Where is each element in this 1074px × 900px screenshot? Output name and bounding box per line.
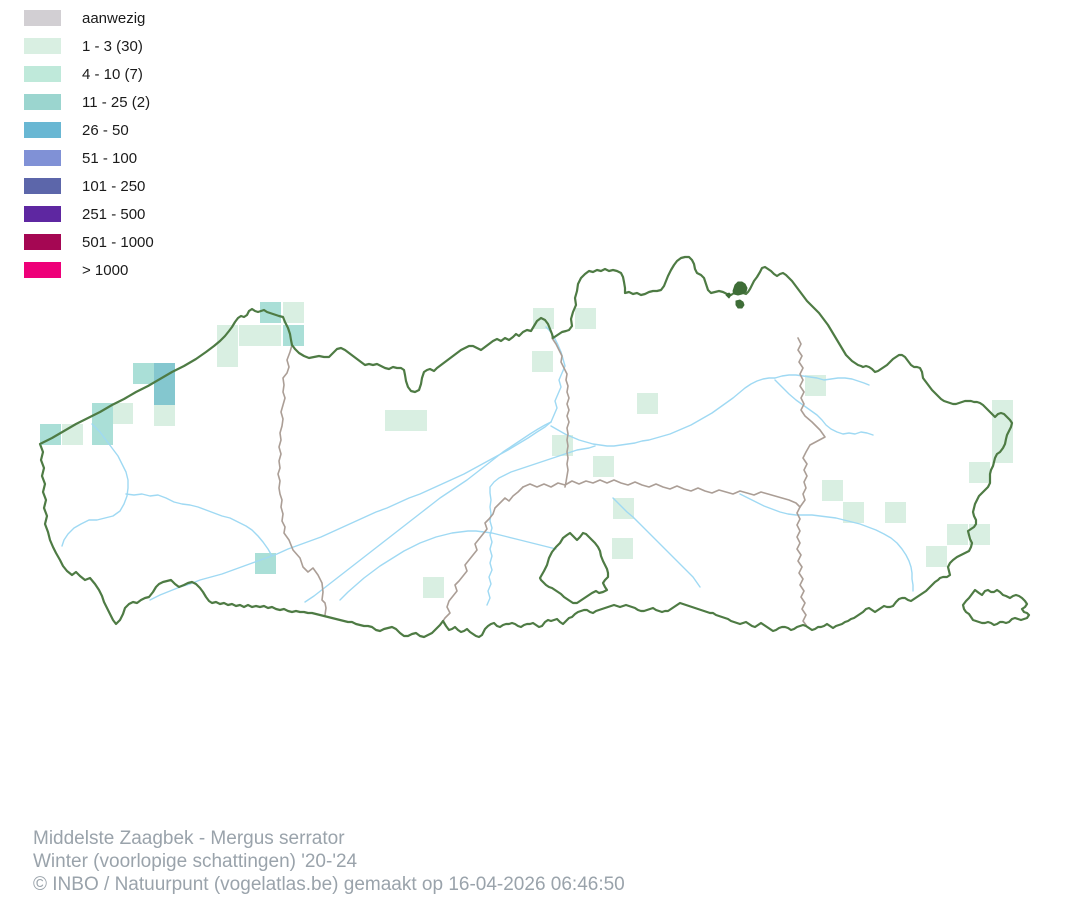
voeren-exclave bbox=[961, 588, 1031, 627]
port-blob-large bbox=[732, 281, 748, 296]
grid-cell bbox=[385, 410, 406, 431]
legend-label: 501 - 1000 bbox=[82, 233, 154, 251]
legend-row: 26 - 50 bbox=[24, 116, 154, 144]
grid-cell bbox=[885, 502, 906, 523]
grid-cell bbox=[805, 375, 826, 396]
grid-cell bbox=[992, 442, 1013, 463]
legend-label: > 1000 bbox=[82, 261, 129, 279]
legend-swatch bbox=[24, 10, 61, 26]
copyright-line: © INBO / Natuurpunt (vogelatlas.be) gema… bbox=[33, 874, 625, 895]
flanders-outline bbox=[38, 255, 1014, 639]
legend-swatch bbox=[24, 234, 61, 250]
grid-cell bbox=[260, 325, 281, 346]
port-blob-small bbox=[735, 299, 745, 309]
season-line: Winter (voorlopige schattingen) '20-'24 bbox=[33, 851, 358, 872]
river-nete-north bbox=[774, 374, 870, 386]
river-ijzer-branch bbox=[125, 493, 273, 557]
species-title: Middelste Zaagbek - Mergus serrator bbox=[33, 828, 345, 849]
legend: aanwezig 1 - 3 (30) 4 - 10 (7) 11 - 25 (2) 2… bbox=[24, 4, 154, 284]
legend-row: 101 - 250 bbox=[24, 172, 154, 200]
legend-row: aanwezig bbox=[24, 4, 154, 32]
grid-cell bbox=[926, 546, 947, 567]
legend-row: 4 - 10 (7) bbox=[24, 60, 154, 88]
border-antwerpen-limburg bbox=[797, 337, 826, 508]
border-vb-limburg bbox=[796, 506, 807, 626]
border-wvl-ovl bbox=[277, 344, 327, 616]
grid-cell bbox=[947, 524, 968, 545]
port-blob-dot bbox=[725, 292, 732, 299]
footer: Middelste Zaagbek - Mergus serrator Wint… bbox=[33, 827, 625, 896]
legend-row: 11 - 25 (2) bbox=[24, 88, 154, 116]
legend-row: 251 - 500 bbox=[24, 200, 154, 228]
legend-swatch bbox=[24, 38, 61, 54]
legend-label: aanwezig bbox=[82, 9, 146, 27]
legend-swatch bbox=[24, 206, 61, 222]
grid-cell bbox=[217, 325, 238, 346]
grid-cell bbox=[283, 302, 304, 323]
grid-cell bbox=[112, 403, 133, 424]
legend-label: 26 - 50 bbox=[82, 121, 129, 139]
grid-cell bbox=[154, 405, 175, 426]
legend-label: 101 - 250 bbox=[82, 177, 146, 195]
legend-label: 1 - 3 (30) bbox=[82, 37, 143, 55]
legend-swatch bbox=[24, 94, 61, 110]
river-schelde-upper bbox=[304, 421, 552, 603]
river-nete-south bbox=[774, 379, 874, 436]
river-demer bbox=[739, 493, 914, 592]
legend-swatch bbox=[24, 178, 61, 194]
grid-cell bbox=[822, 480, 843, 501]
grid-cell bbox=[154, 384, 175, 405]
river-dender bbox=[486, 445, 596, 606]
grid-cell bbox=[593, 456, 614, 477]
river-zenne bbox=[339, 530, 557, 601]
river-leie bbox=[149, 421, 552, 601]
legend-swatch bbox=[24, 262, 61, 278]
legend-label: 4 - 10 (7) bbox=[82, 65, 143, 83]
river-dijle bbox=[612, 497, 701, 588]
legend-row: > 1000 bbox=[24, 256, 154, 284]
grid-cell bbox=[612, 538, 633, 559]
grid-cell bbox=[255, 553, 276, 574]
legend-label: 251 - 500 bbox=[82, 205, 146, 223]
border-ovl-vb bbox=[442, 486, 524, 622]
border-antwerpen-vb bbox=[522, 479, 801, 508]
grid-cell bbox=[969, 462, 990, 483]
grid-cell bbox=[637, 393, 658, 414]
grid-cell bbox=[423, 577, 444, 598]
legend-row: 1 - 3 (30) bbox=[24, 32, 154, 60]
legend-row: 51 - 100 bbox=[24, 144, 154, 172]
river-ijzer bbox=[61, 423, 129, 547]
legend-swatch bbox=[24, 150, 61, 166]
rivers-layer bbox=[61, 326, 914, 606]
grid-cell bbox=[133, 363, 154, 384]
legend-label: 51 - 100 bbox=[82, 149, 138, 167]
grid-cell bbox=[40, 424, 61, 445]
grid-cell bbox=[575, 308, 596, 329]
grid-cell bbox=[406, 410, 427, 431]
antwerp-port-area bbox=[725, 281, 748, 309]
grid-cell bbox=[969, 524, 990, 545]
region-border-layer bbox=[38, 255, 1031, 639]
border-ovl-antwerpen bbox=[551, 337, 570, 488]
legend-row: 501 - 1000 bbox=[24, 228, 154, 256]
legend-label: 11 - 25 (2) bbox=[82, 93, 151, 111]
province-borders-layer bbox=[277, 337, 826, 626]
grid-cell bbox=[532, 351, 553, 372]
legend-swatch bbox=[24, 66, 61, 82]
river-schelde-north bbox=[545, 326, 566, 423]
grid-cells-layer bbox=[40, 302, 1013, 598]
grid-cell bbox=[239, 325, 260, 346]
grid-cell bbox=[992, 421, 1013, 442]
legend-swatch bbox=[24, 122, 61, 138]
river-schelde-east bbox=[550, 377, 776, 447]
grid-cell bbox=[843, 502, 864, 523]
brussels-enclave bbox=[538, 531, 610, 605]
grid-cell bbox=[217, 346, 238, 367]
grid-cell bbox=[283, 325, 304, 346]
